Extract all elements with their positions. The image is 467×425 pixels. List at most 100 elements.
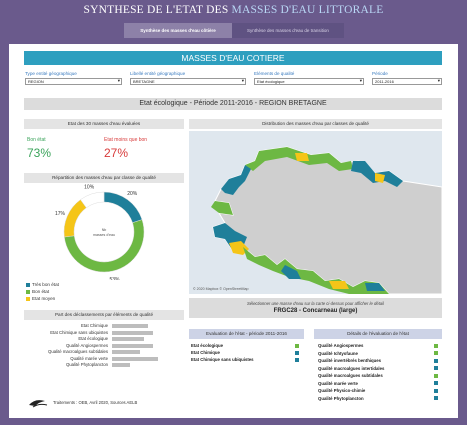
filter-label-libelle: Libellé entité géographique bbox=[130, 71, 186, 76]
filter-libelle-select[interactable]: BRETAGNE ▾ bbox=[130, 78, 246, 85]
quality-status-square bbox=[434, 351, 438, 355]
vilaine-water-body[interactable] bbox=[365, 283, 385, 291]
section-title: Etat écologique - Période 2011-2016 - RE… bbox=[24, 98, 442, 110]
map-panel-header: Distribution des masses d'eau par classe… bbox=[189, 119, 442, 129]
quality-status-square bbox=[295, 357, 299, 362]
map-attribution: © 2020 Mapbox © OpenStreetMap bbox=[193, 287, 249, 291]
bad-state-label: Etat moins que bon bbox=[104, 137, 148, 143]
quality-row-label: Etat écologique bbox=[191, 343, 223, 348]
bar-category-label: Etat écologique bbox=[78, 336, 108, 341]
section-banner: MASSES D'EAU COTIERE bbox=[24, 51, 442, 65]
bars-panel-header: Part des déclassements par éléments de q… bbox=[24, 310, 184, 320]
bad-state-value: 27% bbox=[104, 146, 129, 160]
chevron-down-icon: ▾ bbox=[359, 78, 362, 83]
donut-slice-label: 53% bbox=[109, 277, 120, 280]
bar-category-label: Etat Chimique sans ubiquistes bbox=[50, 329, 108, 335]
filter-periode-value: 2011-2016 bbox=[375, 79, 394, 84]
bar-category-label: Qualité Phytoplancton bbox=[65, 362, 108, 367]
summary-panel-header: Etat des 30 masses d'eau évaluées bbox=[24, 119, 184, 129]
filter-label-elements: Eléments de qualité bbox=[254, 71, 295, 76]
tab-cotiere[interactable]: Synthèse des masses d'eau côtière bbox=[124, 23, 232, 38]
bar[interactable] bbox=[112, 350, 140, 354]
quality-row-label: Qualité Physico-chimie bbox=[318, 388, 366, 393]
chevron-down-icon: ▾ bbox=[437, 78, 440, 83]
filter-type-select[interactable]: REGION ▾ bbox=[25, 78, 122, 85]
eval-panel-header: Evaluation de l'état - période 2011-2016 bbox=[189, 329, 304, 339]
legend-swatch bbox=[26, 296, 30, 301]
donut-slice[interactable] bbox=[80, 191, 105, 209]
legend-label: Très bon état bbox=[32, 282, 59, 287]
legend-swatch bbox=[26, 289, 30, 294]
filter-label-periode: Période bbox=[372, 71, 388, 76]
audierne-water-body[interactable] bbox=[229, 241, 249, 255]
page-title: SYNTHESE DE L'ETAT DES MASSES D'EAU LITT… bbox=[0, 4, 467, 16]
bar[interactable] bbox=[112, 330, 153, 335]
iroise-north-water-body[interactable] bbox=[221, 165, 251, 195]
quality-status-square bbox=[434, 388, 438, 393]
details-panel-header: Détails de l'évaluation de l'état bbox=[314, 329, 442, 339]
quality-status-square bbox=[295, 343, 299, 348]
donut-slice-label: 10% bbox=[84, 184, 95, 190]
quality-status-square bbox=[434, 381, 438, 385]
donut-center-label: masses d'eau bbox=[93, 233, 115, 237]
filter-elements-value: Etat écologique bbox=[257, 79, 285, 84]
bar-category-label: Qualité marée verte bbox=[70, 355, 108, 361]
bar[interactable] bbox=[112, 343, 153, 348]
filter-libelle-value: BRETAGNE bbox=[133, 79, 155, 84]
brest-water-body[interactable] bbox=[211, 201, 233, 215]
quality-row-label: Etat Chimique sans ubiquistes bbox=[191, 357, 254, 362]
page-title-part2: MASSES D'EAU LITTORALE bbox=[231, 4, 384, 16]
bar[interactable] bbox=[112, 324, 149, 328]
bar-category-label: Qualité macroalgues subtidales bbox=[48, 349, 108, 354]
oeb-logo-icon bbox=[29, 400, 48, 408]
quality-status-square bbox=[434, 366, 438, 370]
legend-label: Bon état bbox=[32, 289, 50, 294]
selected-site: FRGC28 - Concarneau (large) bbox=[273, 308, 358, 314]
quality-status-square bbox=[434, 343, 438, 348]
bar[interactable] bbox=[112, 363, 131, 367]
good-state-value: 73% bbox=[27, 146, 52, 160]
footer-source: Traitements : OEB, Avril 2020, Sources A… bbox=[53, 400, 138, 405]
good-state-label: Bon état bbox=[27, 137, 46, 143]
concarneau-water-body[interactable] bbox=[281, 265, 301, 279]
quality-row-label: Qualité macroalgues intertidales bbox=[318, 365, 385, 371]
quality-row-label: Qualité Ichtyofaune bbox=[318, 350, 358, 356]
quality-status-square bbox=[295, 350, 299, 355]
legend-label: Etat moyen bbox=[32, 296, 56, 301]
donut-slice-label: 20% bbox=[127, 191, 138, 197]
legend-item: Etat moyen bbox=[26, 296, 55, 301]
legend-item: Bon état bbox=[26, 289, 49, 294]
quality-status-square bbox=[434, 396, 438, 400]
page-title-part1: SYNTHESE DE L'ETAT DES bbox=[83, 4, 232, 16]
coastal-water-map[interactable] bbox=[189, 131, 442, 294]
quality-row-label: Qualité invertébrés benthiques bbox=[318, 358, 382, 363]
quality-row-label: Qualité Phytoplancton bbox=[318, 395, 364, 401]
saint-malo-water-body[interactable] bbox=[375, 173, 385, 183]
legend-swatch bbox=[26, 282, 30, 287]
legend-item: Très bon état bbox=[26, 282, 59, 287]
bar[interactable] bbox=[112, 337, 144, 341]
morlaix-water-body[interactable] bbox=[295, 153, 309, 161]
selection-hint: Sélectionner une masse d'eau sur la cart… bbox=[247, 301, 384, 306]
donut-center-label: Nb bbox=[102, 228, 107, 232]
chevron-down-icon: ▾ bbox=[241, 78, 244, 83]
tab-transition[interactable]: Synthèse des masses d'eau de transition bbox=[232, 23, 344, 38]
bar[interactable] bbox=[112, 356, 159, 361]
quality-row-label: Etat Chimique bbox=[191, 350, 220, 355]
quality-row-label: Qualité macroalgues subtidales bbox=[318, 373, 383, 378]
filter-type-value: REGION bbox=[28, 79, 44, 84]
filter-label-type: Type entité géographique bbox=[25, 71, 77, 76]
filter-periode-select[interactable]: 2011-2016 ▾ bbox=[372, 78, 442, 85]
donut-panel-header: Répartition des masses d'eau par classe … bbox=[24, 173, 184, 183]
quality-status-square bbox=[434, 358, 438, 363]
bar-category-label: Qualité Angiospermes bbox=[65, 342, 108, 348]
quality-row-label: Qualité marée verte bbox=[318, 380, 358, 386]
morbihan-water-body[interactable] bbox=[329, 281, 349, 289]
selection-box: Sélectionner une masse d'eau sur la cart… bbox=[189, 298, 442, 318]
donut-slice[interactable] bbox=[63, 199, 87, 238]
donut-slice-label: 17% bbox=[55, 211, 66, 217]
bar-category-label: Etat Chimique bbox=[81, 323, 108, 328]
quality-row-label: Qualité Angiospermes bbox=[318, 343, 364, 348]
filter-elements-select[interactable]: Etat écologique ▾ bbox=[254, 78, 364, 85]
